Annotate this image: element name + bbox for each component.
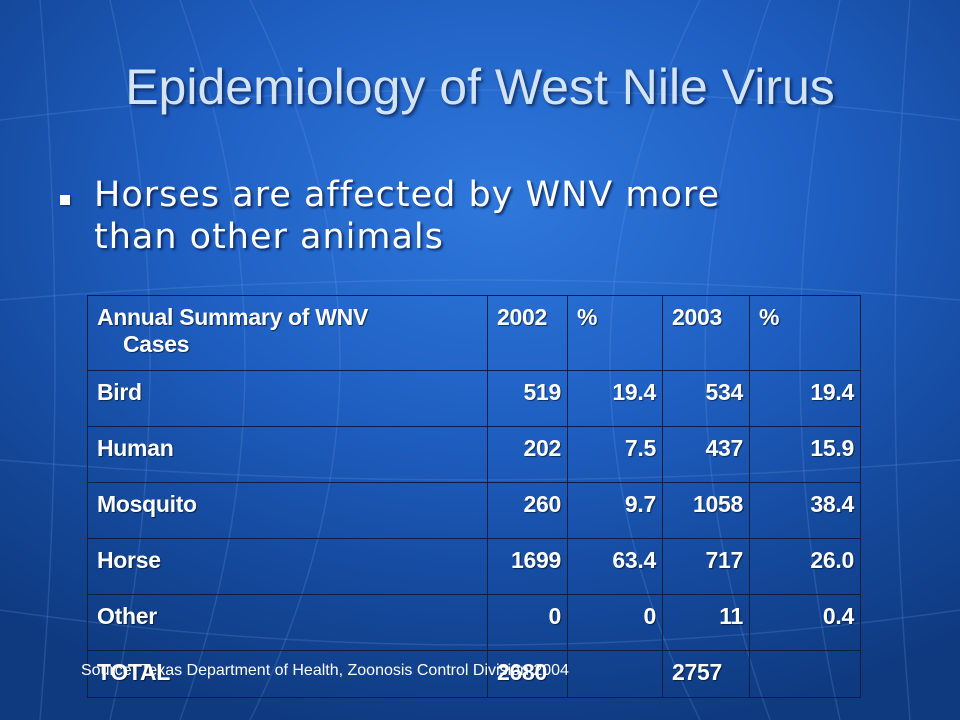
- total-percent-2002: [567, 650, 663, 698]
- table-row: Mosquito 260 9.7 1058 38.4: [87, 482, 861, 539]
- header-label-line-1: Annual Summary of WNV: [97, 304, 369, 330]
- cell-2002: 1699: [487, 538, 568, 595]
- cell-percent-2002: 0: [567, 594, 663, 651]
- bullet-square-icon: [60, 195, 70, 205]
- header-2002: 2002: [487, 295, 568, 371]
- header-label-line-2: Cases: [123, 331, 190, 357]
- total-2003: 2757: [662, 650, 750, 698]
- header-percent-2002: %: [567, 295, 663, 371]
- bullet-line-2: than other animals: [94, 217, 444, 257]
- table-row: Other 0 0 11 0.4: [87, 594, 861, 651]
- row-label: Human: [87, 426, 488, 483]
- table-header-row: Annual Summary of WNV Cases 2002 % 2003 …: [87, 295, 861, 371]
- total-2002: 2680: [487, 650, 568, 698]
- cell-percent-2003: 38.4: [749, 482, 861, 539]
- cell-2003: 717: [662, 538, 750, 595]
- table-row: Bird 519 19.4 534 19.4: [87, 370, 861, 427]
- cell-percent-2003: 0.4: [749, 594, 861, 651]
- table-total-row: TOTAL 2680 2757: [87, 650, 861, 698]
- header-label-cell: Annual Summary of WNV Cases: [87, 295, 488, 371]
- cell-percent-2002: 63.4: [567, 538, 663, 595]
- row-label: Horse: [87, 538, 488, 595]
- cell-percent-2003: 19.4: [749, 370, 861, 427]
- table-row: Human 202 7.5 437 15.9: [87, 426, 861, 483]
- cell-percent-2002: 19.4: [567, 370, 663, 427]
- source-citation: Source: Texas Department of Health, Zoon…: [81, 662, 569, 679]
- cell-2002: 519: [487, 370, 568, 427]
- cell-2002: 260: [487, 482, 568, 539]
- cell-2003: 1058: [662, 482, 750, 539]
- cell-percent-2003: 26.0: [749, 538, 861, 595]
- table-row: Horse 1699 63.4 717 26.0: [87, 538, 861, 595]
- bullet-line-1: Horses are affected by WNV more: [94, 175, 721, 215]
- bullet-point: Horses are affected by WNV more than oth…: [56, 174, 776, 258]
- row-label: Other: [87, 594, 488, 651]
- cell-2003: 534: [662, 370, 750, 427]
- header-2003: 2003: [662, 295, 750, 371]
- row-label: Bird: [87, 370, 488, 427]
- header-percent-2003: %: [749, 295, 861, 371]
- wnv-summary-table: Annual Summary of WNV Cases 2002 % 2003 …: [87, 295, 861, 698]
- bullet-text: Horses are affected by WNV more than oth…: [94, 174, 776, 258]
- cell-percent-2002: 7.5: [567, 426, 663, 483]
- cell-2002: 0: [487, 594, 568, 651]
- cell-percent-2002: 9.7: [567, 482, 663, 539]
- cell-2003: 11: [662, 594, 750, 651]
- total-percent-2003: [749, 650, 861, 698]
- cell-2003: 437: [662, 426, 750, 483]
- cell-percent-2003: 15.9: [749, 426, 861, 483]
- row-label: Mosquito: [87, 482, 488, 539]
- slide-title: Epidemiology of West Nile Virus: [125, 59, 835, 115]
- cell-2002: 202: [487, 426, 568, 483]
